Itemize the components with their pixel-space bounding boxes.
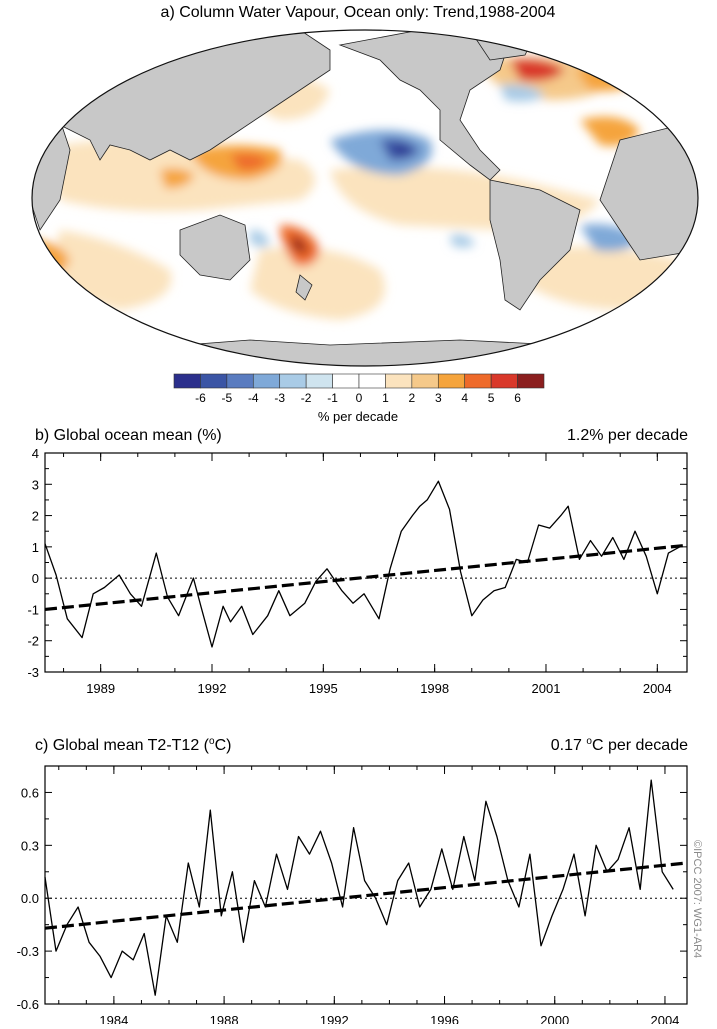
panel-c-plot: -0.6 -0.3 0.0 0.3 0.6 1984 1988 1992 1996 2000 200… (17, 765, 688, 1028)
series-line (44, 779, 674, 996)
colorbar-swatch (517, 373, 545, 389)
colorbar-swatch (490, 373, 518, 389)
ipcc-credit: ©IPCC 2007: WG1-AR4 (691, 840, 703, 959)
world-map (31, 29, 699, 367)
y-tick-label: -0.6 (17, 997, 39, 1012)
y-tick-label: 0.0 (21, 891, 39, 906)
colorbar-swatch (200, 373, 228, 389)
x-tick-label: 2004 (650, 1013, 679, 1024)
panel-c-title: c) Global mean T2-T12 (oC) (35, 736, 231, 754)
map-border (31, 29, 699, 367)
colorbar-tick-label: -4 (248, 391, 259, 405)
x-tick-label: 1998 (420, 681, 449, 696)
anomaly-patch (250, 247, 385, 320)
colorbar-tick-label: -2 (301, 391, 312, 405)
plot-frame (44, 765, 688, 1005)
colorbar-swatch (411, 373, 439, 389)
colorbar: -6 -5 -4 -3 -2 -1 0 1 2 3 4 5 6 (173, 373, 545, 405)
colorbar-tick-label: 0 (356, 391, 363, 405)
colorbar-tick-label: 5 (488, 391, 495, 405)
y-tick-label: -0.3 (17, 944, 39, 959)
colorbar-swatch (226, 373, 254, 389)
panel-c-trend-annotation: 0.17 oC per decade (551, 736, 688, 754)
map-title: a) Column Water Vapour, Ocean only: Tren… (161, 4, 556, 21)
colorbar-swatch (332, 373, 360, 389)
colorbar-swatch (279, 373, 307, 389)
colorbar-swatch (305, 373, 333, 389)
trend-line (44, 543, 688, 612)
y-tick-label: 0.6 (21, 785, 39, 800)
plot-frame (44, 452, 688, 673)
x-tick-label: 1992 (320, 1013, 349, 1024)
x-tick-label: 2000 (540, 1013, 569, 1024)
panel-c-annotation-unit: C per decade (592, 737, 688, 754)
y-tick-label: 1 (32, 540, 39, 555)
colorbar-swatch (358, 373, 386, 389)
x-tick-label: 2004 (643, 681, 672, 696)
new-zealand-land (295, 274, 313, 301)
panel-c-annotation-value: 0.17 (551, 737, 582, 754)
colorbar-tick-label: 1 (382, 391, 389, 405)
series-line (44, 480, 680, 648)
colorbar-tick-label: 6 (514, 391, 521, 405)
panel-c-title-sup: o (209, 736, 215, 747)
anomaly-patch (500, 84, 545, 102)
colorbar-tick-label: -3 (274, 391, 285, 405)
y-tick-label: 0.3 (21, 838, 39, 853)
colorbar-swatch (385, 373, 413, 389)
x-tick-label: 1996 (430, 1013, 459, 1024)
anomaly-patch (395, 145, 410, 154)
panel-c-title-main: c) Global mean T2-T12 ( (35, 737, 210, 754)
y-tick-label: -1 (27, 602, 39, 617)
panel-b-trend-annotation: 1.2% per decade (567, 427, 688, 444)
x-tick-label: 1984 (99, 1013, 128, 1024)
colorbar-tick-label: -6 (195, 391, 206, 405)
colorbar-unit-label: % per decade (318, 409, 398, 424)
y-tick-label: 0 (32, 571, 39, 586)
colorbar-swatch (464, 373, 492, 389)
x-tick-label: 2001 (532, 681, 561, 696)
colorbar-tick-label: -5 (222, 391, 233, 405)
y-tick-label: -2 (27, 634, 39, 649)
x-tick-label: 1995 (309, 681, 338, 696)
x-tick-label: 1988 (210, 1013, 239, 1024)
y-tick-label: -3 (27, 665, 39, 680)
panel-c-annotation-sup: o (586, 736, 592, 747)
x-tick-label: 1992 (198, 681, 227, 696)
south-america-land (489, 179, 581, 311)
colorbar-tick-label: -1 (327, 391, 338, 405)
colorbar-swatch (173, 373, 201, 389)
anomaly-patch (160, 168, 195, 189)
y-tick-label: 4 (32, 446, 39, 461)
anomaly-patch (450, 234, 475, 248)
panel-c-title-unit: C) (215, 737, 232, 754)
anomaly-patch (292, 235, 308, 253)
trend-line (44, 861, 688, 930)
colorbar-swatch (252, 373, 281, 389)
x-tick-label: 1989 (86, 681, 115, 696)
anomaly-patch (250, 229, 270, 247)
anomaly-patch (510, 58, 565, 82)
colorbar-tick-label: 2 (409, 391, 416, 405)
colorbar-tick-label: 4 (461, 391, 468, 405)
colorbar-tick-label: 3 (435, 391, 442, 405)
panel-b-title: b) Global ocean mean (%) (35, 427, 222, 444)
colorbar-swatch (437, 373, 466, 389)
anomaly-patch (230, 153, 270, 171)
y-tick-label: 3 (32, 477, 39, 492)
australia-land (179, 214, 251, 281)
panel-b-plot: -3 -2 -1 0 1 2 3 4 1989 1992 1995 1998 2001 2004 (27, 446, 688, 696)
y-tick-label: 2 (32, 509, 39, 524)
